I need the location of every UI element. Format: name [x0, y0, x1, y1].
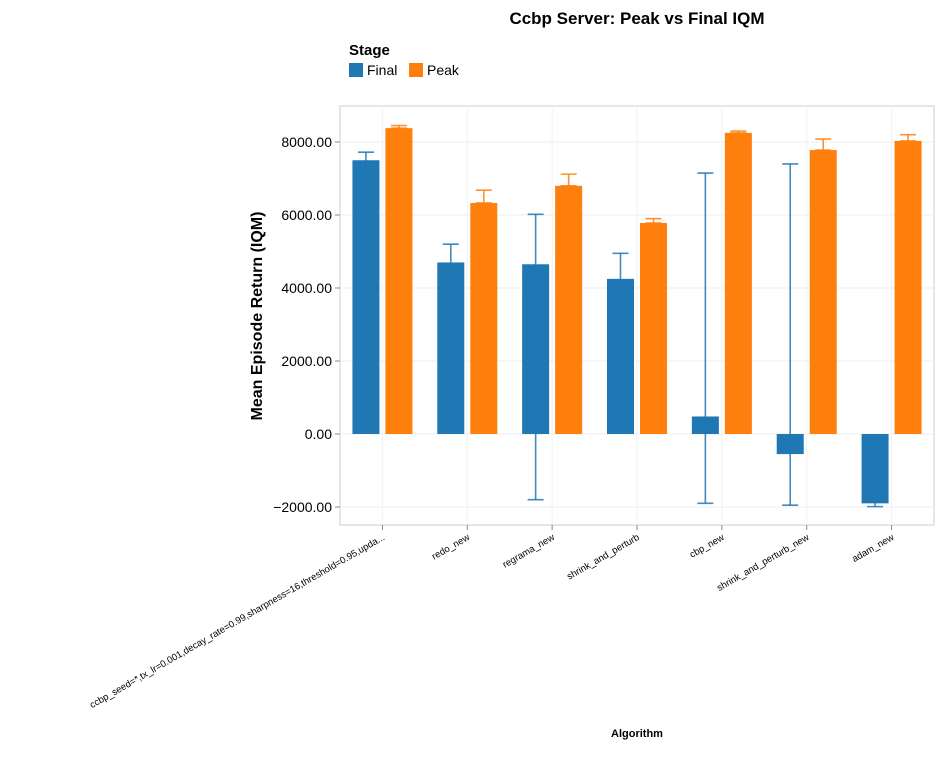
- bar-final: [861, 434, 889, 504]
- y-axis-title: Mean Episode Return (IQM): [249, 212, 266, 421]
- legend-swatch-peak: [409, 63, 423, 77]
- bar-final: [352, 160, 380, 434]
- x-tick-label: ccbp_seed=*,tx_lr=0.001,decay_rate=0.99,…: [88, 532, 387, 711]
- y-tick-label: 4000.00: [281, 280, 332, 296]
- x-axis-ticks: ccbp_seed=*,tx_lr=0.001,decay_rate=0.99,…: [88, 525, 896, 711]
- x-axis-title: Algorithm: [611, 728, 663, 740]
- y-tick-label: 0.00: [305, 426, 332, 442]
- legend-label-peak: Peak: [427, 62, 460, 78]
- legend-label-final: Final: [367, 62, 397, 78]
- legend: Stage Final Peak: [349, 42, 460, 78]
- legend-title: Stage: [349, 42, 390, 59]
- x-tick-label: cbp_new: [688, 532, 727, 561]
- bars-layer: [352, 124, 922, 508]
- bar-peak: [640, 223, 667, 434]
- y-tick-label: 6000.00: [281, 207, 332, 223]
- bar-final: [437, 262, 465, 434]
- bar-peak: [555, 185, 583, 434]
- bar-peak: [894, 140, 922, 434]
- bar-peak: [385, 128, 413, 434]
- y-axis-ticks: −2000.00 0.00 2000.00 4000.00 6000.00 8000.00: [273, 134, 340, 515]
- y-tick-label: 2000.00: [281, 353, 332, 369]
- y-tick-label: −2000.00: [273, 499, 332, 515]
- x-tick-label: shrink_and_perturb: [565, 532, 641, 582]
- bar-peak: [470, 202, 498, 434]
- x-tick-label: regrama_new: [501, 532, 557, 571]
- bar-peak: [724, 132, 752, 434]
- x-tick-label: shrink_and_perturb_new: [715, 532, 811, 594]
- x-tick-label: redo_new: [430, 532, 472, 562]
- chart-title: Ccbp Server: Peak vs Final IQM: [509, 9, 764, 28]
- y-tick-label: 8000.00: [281, 134, 332, 150]
- legend-swatch-final: [349, 63, 363, 77]
- x-tick-label: adam_new: [850, 532, 896, 565]
- bar-peak: [809, 150, 837, 434]
